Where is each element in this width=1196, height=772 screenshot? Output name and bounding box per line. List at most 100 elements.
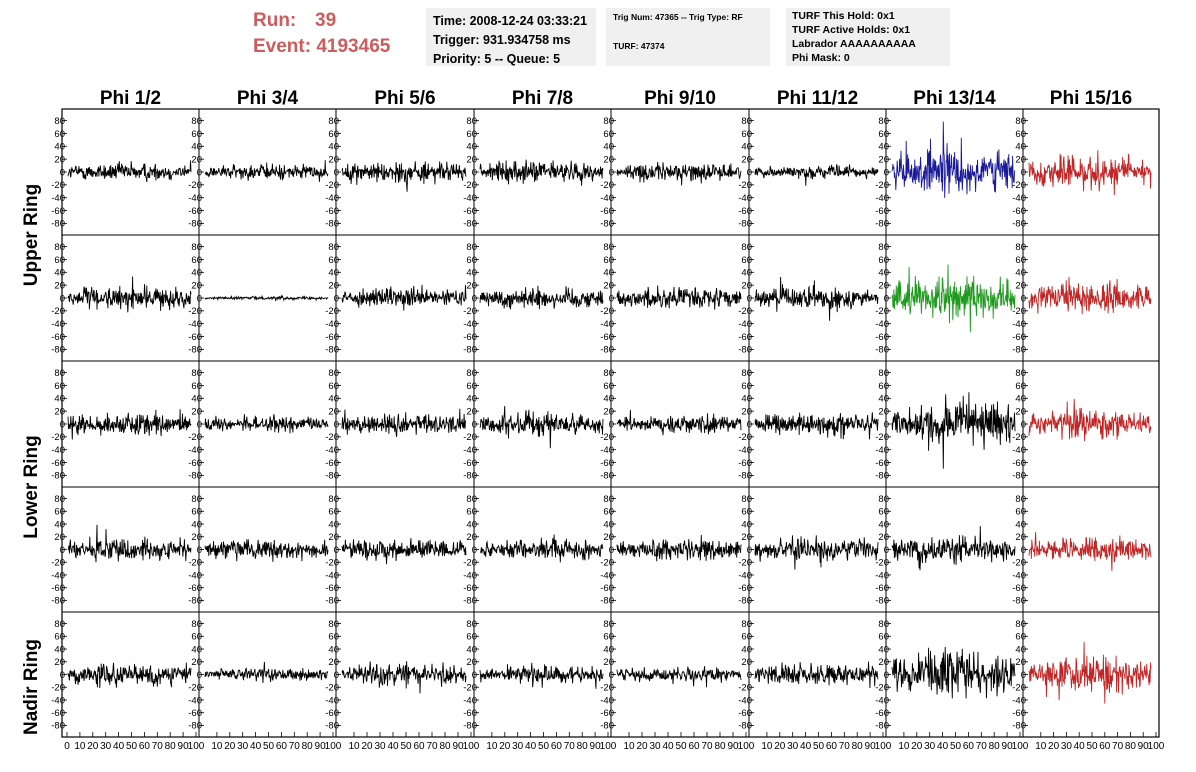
y-tick-label: -60 xyxy=(188,708,202,719)
y-tick-label: -60 xyxy=(738,708,752,719)
x-tick-label: 90 xyxy=(1002,741,1014,752)
y-tick-label: 40 xyxy=(191,268,202,279)
x-tick-label: 40 xyxy=(250,741,262,752)
y-tick-label: 0 xyxy=(334,293,339,304)
y-tick-label: -80 xyxy=(738,219,752,230)
x-tick-label: 80 xyxy=(714,741,726,752)
run-value: 39 xyxy=(315,10,337,31)
x-tick-label: 50 xyxy=(675,741,687,752)
x-tick-label: 70 xyxy=(839,741,851,752)
y-tick-label: 60 xyxy=(878,507,889,518)
waveform-trace xyxy=(479,159,604,186)
y-tick-label: 20 xyxy=(328,154,339,165)
y-tick-label: 0 xyxy=(747,167,752,178)
y-tick-label: 20 xyxy=(741,657,752,668)
y-tick-label: -40 xyxy=(188,193,202,204)
y-tick-label: 20 xyxy=(878,154,889,165)
y-tick-label: -20 xyxy=(738,683,752,694)
x-tick-label: 60 xyxy=(1099,741,1111,752)
turf-active-text: TURF Active Holds: 0x1 xyxy=(792,24,911,36)
y-tick-label: 40 xyxy=(741,519,752,530)
y-tick-label: 80 xyxy=(1015,368,1026,379)
y-tick-label: 60 xyxy=(328,255,339,266)
y-tick-label: 0 xyxy=(747,545,752,556)
x-tick-label: 20 xyxy=(499,741,511,752)
ring-title: Upper Ring xyxy=(21,184,42,286)
y-tick-label: 60 xyxy=(54,632,65,643)
y-tick-label: 80 xyxy=(878,116,889,127)
y-tick-label: 40 xyxy=(54,644,65,655)
y-tick-label: 80 xyxy=(603,619,614,630)
y-tick-label: -40 xyxy=(875,193,889,204)
waveform-trace xyxy=(67,524,192,563)
y-tick-label: 80 xyxy=(1015,116,1026,127)
y-tick-label: -40 xyxy=(600,570,614,581)
y-tick-label: 60 xyxy=(878,255,889,266)
y-tick-label: 40 xyxy=(328,142,339,153)
y-tick-label: -60 xyxy=(1012,206,1026,217)
turf-text: TURF: 47374 xyxy=(613,41,665,51)
y-tick-label: 60 xyxy=(191,381,202,392)
y-tick-label: 80 xyxy=(603,494,614,505)
x-tick-label: 90 xyxy=(865,741,877,752)
y-tick-label: 40 xyxy=(878,519,889,530)
y-tick-label: 60 xyxy=(466,507,477,518)
x-tick-label: 30 xyxy=(787,741,799,752)
y-tick-label: 60 xyxy=(54,255,65,266)
y-tick-label: -80 xyxy=(1012,345,1026,356)
y-tick-label: -40 xyxy=(463,319,477,330)
y-tick-label: -80 xyxy=(600,345,614,356)
y-tick-label: -80 xyxy=(875,721,889,732)
y-tick-label: -60 xyxy=(600,458,614,469)
run-label: Run: xyxy=(253,10,297,31)
y-tick-label: -60 xyxy=(738,206,752,217)
y-tick-label: 80 xyxy=(191,619,202,630)
y-tick-label: -20 xyxy=(325,180,339,191)
y-tick-label: -40 xyxy=(600,319,614,330)
ring-title: Nadir Ring xyxy=(21,639,42,735)
waveform-trace xyxy=(754,412,879,440)
y-tick-label: -40 xyxy=(875,695,889,706)
y-tick-label: 20 xyxy=(54,154,65,165)
y-tick-label: -60 xyxy=(738,458,752,469)
y-tick-label: -60 xyxy=(1012,458,1026,469)
y-tick-label: -60 xyxy=(875,708,889,719)
y-tick-label: 0 xyxy=(472,670,477,681)
waveform-trace xyxy=(616,409,742,436)
y-tick-label: 20 xyxy=(191,154,202,165)
y-tick-label: -20 xyxy=(463,432,477,443)
y-tick-label: -60 xyxy=(325,206,339,217)
waveform-trace xyxy=(479,662,604,689)
y-tick-label: 60 xyxy=(603,129,614,140)
x-tick-label: 90 xyxy=(452,741,464,752)
y-tick-label: -80 xyxy=(875,345,889,356)
y-tick-label: -20 xyxy=(463,558,477,569)
y-tick-label: 20 xyxy=(466,532,477,543)
x-tick-label: 30 xyxy=(374,741,386,752)
y-tick-label: -60 xyxy=(1012,583,1026,594)
y-tick-label: 80 xyxy=(878,368,889,379)
y-tick-label: -40 xyxy=(1012,445,1026,456)
y-tick-label: -20 xyxy=(188,306,202,317)
y-tick-label: -20 xyxy=(600,306,614,317)
y-tick-label: 60 xyxy=(1015,507,1026,518)
waveform-trace xyxy=(891,646,1016,699)
y-tick-label: -80 xyxy=(463,721,477,732)
y-tick-label: 60 xyxy=(1015,129,1026,140)
y-tick-label: 20 xyxy=(603,280,614,291)
y-tick-label: 0 xyxy=(472,545,477,556)
waveform-trace xyxy=(1028,150,1152,196)
x-tick-label: 60 xyxy=(551,741,563,752)
y-tick-label: 20 xyxy=(1015,532,1026,543)
y-tick-label: -40 xyxy=(1012,193,1026,204)
y-tick-label: 80 xyxy=(328,242,339,253)
waveform-trace xyxy=(616,285,742,310)
y-tick-label: 0 xyxy=(1021,419,1026,430)
y-tick-label: -40 xyxy=(463,570,477,581)
x-tick-label: 20 xyxy=(1048,741,1060,752)
y-tick-label: 40 xyxy=(328,268,339,279)
y-tick-label: -80 xyxy=(875,596,889,607)
y-tick-label: -20 xyxy=(600,683,614,694)
x-tick-label: 90 xyxy=(315,741,327,752)
